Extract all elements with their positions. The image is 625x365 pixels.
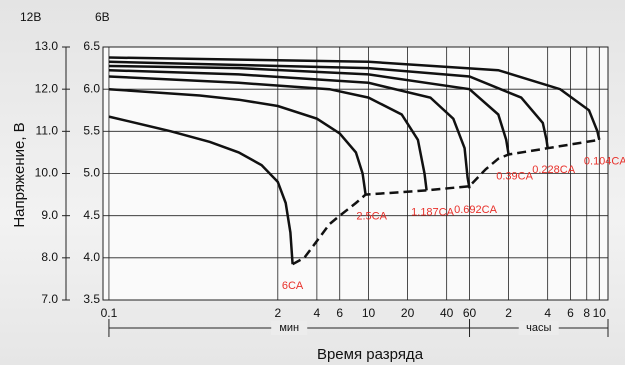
- curve-label: 0.228CA: [532, 164, 575, 176]
- y-tick-label: 12.0: [35, 81, 59, 95]
- x-tick-label: 2: [505, 306, 512, 320]
- end-voltage-line: [292, 138, 600, 266]
- y2-tick-label: 6.0: [83, 81, 100, 95]
- x-tick-label: 4: [544, 306, 551, 320]
- curve-label: 6CA: [282, 280, 304, 292]
- unit-label: часы: [526, 322, 551, 334]
- x-tick-label: 6: [567, 306, 574, 320]
- discharge-curve: [108, 60, 549, 149]
- y-tick-label: 11.0: [36, 124, 59, 138]
- x-tick-label: 8: [583, 306, 590, 320]
- y2-tick-label: 4.0: [83, 250, 100, 264]
- curve-label: 0.39CA: [496, 170, 533, 182]
- x-axis-label: Время разряда: [317, 346, 424, 363]
- y-tick-label: 9.0: [41, 208, 58, 222]
- discharge-curve: [108, 115, 294, 265]
- curve-label: 1.187CA: [411, 206, 454, 218]
- x-tick-label: 2: [274, 306, 281, 320]
- y-tick-label: 13.0: [35, 39, 59, 53]
- y2-tick-label: 5.5: [83, 124, 100, 138]
- y-tick-label: 7.0: [41, 292, 58, 306]
- x-tick-label: 40: [440, 306, 454, 320]
- y2-tick-label: 3.5: [83, 292, 100, 306]
- y-tick-label: 8.0: [41, 250, 58, 264]
- discharge-curve: [108, 56, 601, 141]
- x-tick-label: 4: [314, 306, 321, 320]
- curve-label: 2.5CA: [356, 210, 387, 222]
- x-tick-label: 0.1: [101, 306, 118, 320]
- x-tick-label: 60: [463, 306, 477, 320]
- y2-tick-label: 5.0: [83, 166, 100, 180]
- unit-bg: [518, 321, 559, 335]
- discharge-curve: [108, 64, 510, 155]
- unit-bg: [271, 321, 308, 335]
- y-tick-label: 10.0: [35, 166, 59, 180]
- y2-tick-label: 4.5: [83, 208, 100, 222]
- discharge-curve: [108, 87, 367, 195]
- axis-header: 6В: [95, 10, 110, 24]
- y2-tick-label: 6.5: [83, 39, 100, 53]
- x-tick-label: 10: [593, 306, 607, 320]
- unit-label: мин: [279, 322, 299, 334]
- discharge-curve: [108, 75, 428, 191]
- x-tick-label: 20: [401, 306, 415, 320]
- curve-label: 0.692CA: [454, 204, 497, 216]
- axis-header: 12В: [20, 10, 41, 24]
- x-tick-label: 10: [362, 306, 376, 320]
- y-axis-label: Напряжение, В: [11, 122, 28, 227]
- curve-label: 0.104CA: [584, 156, 625, 168]
- x-tick-label: 6: [336, 306, 343, 320]
- discharge-curve: [108, 68, 471, 189]
